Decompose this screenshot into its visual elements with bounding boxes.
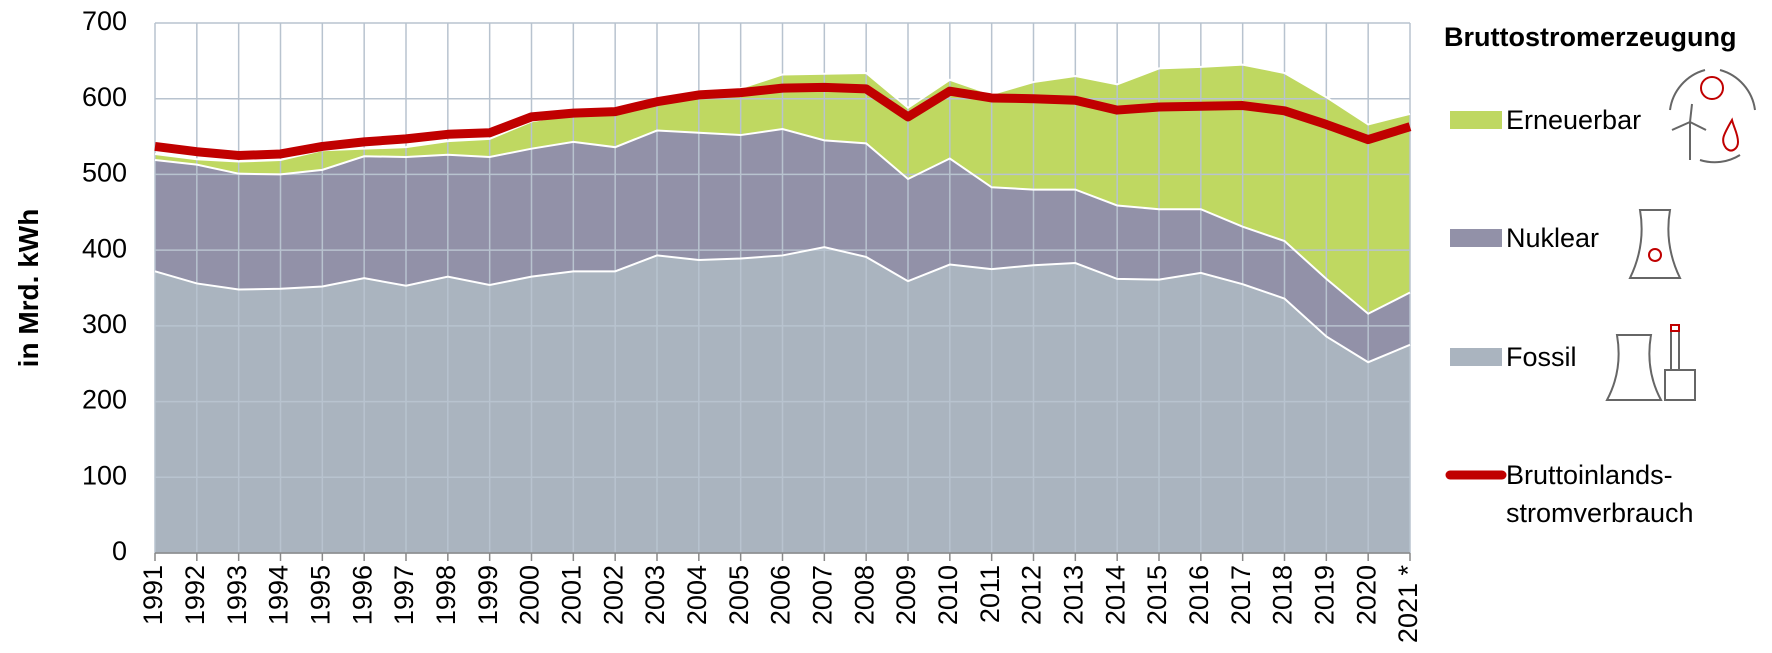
x-tick-label: 1999 <box>473 565 503 625</box>
x-tick-label: 2004 <box>682 565 712 625</box>
x-tick-label: 2011 <box>975 565 1005 623</box>
y-tick-label: 400 <box>82 233 127 263</box>
legend-icons <box>1605 69 1756 401</box>
x-tick-label: 1996 <box>347 565 377 625</box>
x-tick-label: 2018 <box>1268 565 1298 625</box>
x-tick-label: 2002 <box>598 565 628 625</box>
legend-swatch <box>1450 348 1502 366</box>
line <box>154 82 1412 160</box>
x-tick-label: 2001 <box>556 565 586 625</box>
x-tick-label: 2017 <box>1226 565 1256 625</box>
area-edge <box>154 246 1411 364</box>
x-tick-label: 1992 <box>180 565 210 625</box>
y-tick-label: 0 <box>112 536 127 566</box>
y-tick-label: 500 <box>82 158 127 188</box>
x-tick-label: 1995 <box>305 565 335 625</box>
x-tick-label: 2005 <box>724 565 754 625</box>
legend-label: Fossil <box>1506 342 1577 372</box>
x-tick-label: 2007 <box>807 565 837 625</box>
y-tick-label: 700 <box>82 6 127 36</box>
legend-label: Nuklear <box>1506 223 1600 253</box>
y-tick-label: 300 <box>82 309 127 339</box>
legend-title: Bruttostromerzeugung <box>1444 22 1737 52</box>
x-tick-label: 2013 <box>1058 565 1088 625</box>
area-edge <box>154 127 1411 315</box>
y-tick-label: 600 <box>82 82 127 112</box>
x-tick-label: 2010 <box>933 565 963 625</box>
y-tick-label: 200 <box>82 385 127 415</box>
x-tick-label: 2016 <box>1184 565 1214 625</box>
legend-swatch <box>1450 111 1502 129</box>
area-edge <box>154 63 1411 163</box>
x-tick-label: 1998 <box>431 565 461 625</box>
x-tick-label: 1993 <box>222 565 252 625</box>
x-tick-label: 2008 <box>849 565 879 625</box>
y-tick-label: 100 <box>82 460 127 490</box>
x-tick-label: 2006 <box>766 565 796 625</box>
x-tick-label: 2014 <box>1100 565 1130 625</box>
x-tick-label: 2012 <box>1017 565 1047 625</box>
x-tick-label: 1997 <box>389 565 419 625</box>
legend-label: Bruttoinlands- stromverbrauch <box>1506 460 1694 528</box>
area <box>155 64 1410 314</box>
x-tick-label: 2019 <box>1309 565 1339 625</box>
y-axis-label: in Mrd. kWh <box>13 209 44 368</box>
legend-label: Erneuerbar <box>1506 105 1642 135</box>
x-tick-label: 2003 <box>640 565 670 625</box>
x-tick-label: 2020 <box>1351 565 1381 625</box>
x-tick-label: 1994 <box>264 565 294 625</box>
x-tick-label: 2009 <box>891 565 921 625</box>
x-tick-label: 2000 <box>515 565 545 625</box>
x-tick-label: 2021 * <box>1393 565 1423 644</box>
x-tick-label: 1991 <box>138 565 168 625</box>
legend-swatch <box>1450 229 1502 247</box>
x-tick-label: 2015 <box>1142 565 1172 625</box>
